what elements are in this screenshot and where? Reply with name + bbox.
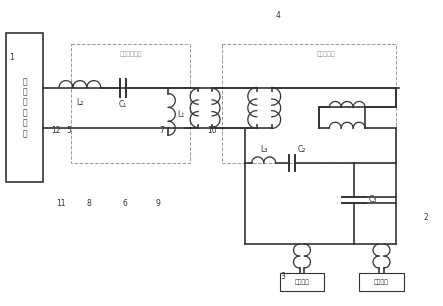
Text: 4: 4 bbox=[275, 11, 280, 20]
Text: 8: 8 bbox=[86, 199, 91, 208]
Text: 12: 12 bbox=[51, 126, 61, 135]
Text: 11: 11 bbox=[56, 199, 66, 208]
Text: 7: 7 bbox=[159, 126, 164, 135]
Text: L₁: L₁ bbox=[177, 110, 185, 119]
Bar bbox=[6, 33, 43, 182]
Text: 9: 9 bbox=[156, 199, 161, 208]
Text: L₃: L₃ bbox=[260, 145, 268, 154]
Text: 10: 10 bbox=[207, 126, 217, 135]
Bar bbox=[71, 44, 190, 163]
Text: C₁: C₁ bbox=[118, 100, 127, 110]
Text: L₂: L₂ bbox=[76, 98, 84, 106]
Text: C₃: C₃ bbox=[369, 195, 377, 204]
Bar bbox=[359, 273, 404, 291]
Text: 高压脉冲: 高压脉冲 bbox=[295, 279, 310, 285]
Text: 6: 6 bbox=[122, 199, 127, 208]
Text: 站
内
轨
道
电
路: 站 内 轨 道 电 路 bbox=[23, 77, 27, 138]
Text: 2: 2 bbox=[424, 213, 428, 222]
Text: 5: 5 bbox=[66, 126, 71, 135]
Text: 发码设备: 发码设备 bbox=[374, 279, 389, 285]
Text: 匹配变压器: 匹配变压器 bbox=[317, 51, 336, 57]
Bar bbox=[280, 273, 324, 291]
Text: 1: 1 bbox=[9, 53, 14, 62]
Text: C₂: C₂ bbox=[297, 145, 306, 154]
Text: 信号隔离装置: 信号隔离装置 bbox=[119, 51, 142, 57]
Text: 3: 3 bbox=[280, 272, 285, 281]
Bar bbox=[222, 44, 396, 163]
